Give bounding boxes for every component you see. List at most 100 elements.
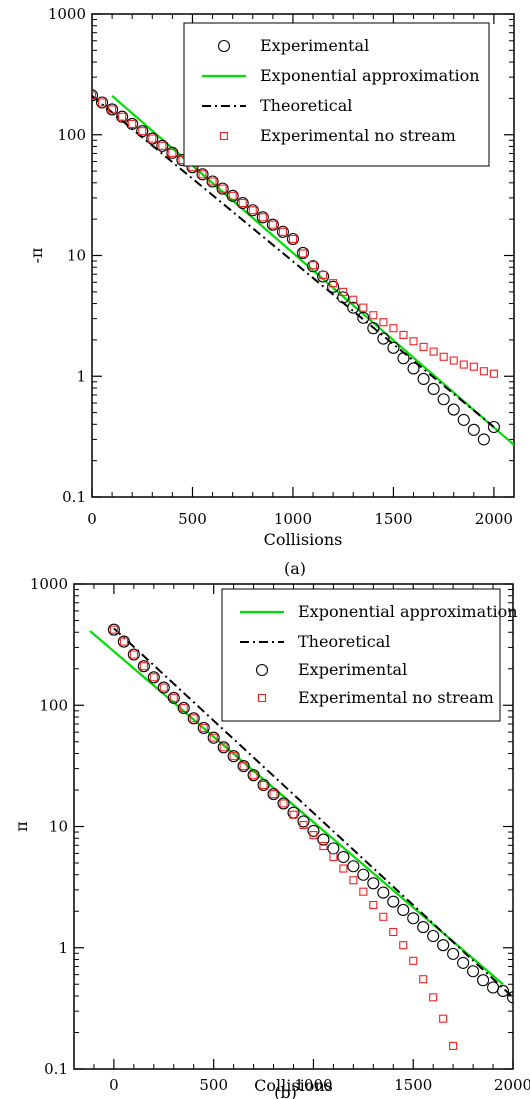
point-experimental <box>447 947 460 960</box>
point-experimental <box>207 731 220 744</box>
x-axis-label: Collisions <box>254 1076 333 1095</box>
point-experimental <box>227 750 240 763</box>
x-tick-label: 0 <box>87 510 97 528</box>
point-experimental-no-stream <box>109 625 118 634</box>
point-experimental-no-stream <box>489 369 498 378</box>
point-experimental-no-stream <box>168 148 177 157</box>
legend-swatch-circle <box>255 663 269 677</box>
figure-caption: (a) <box>284 559 306 578</box>
point-experimental-no-stream <box>148 134 157 143</box>
x-tick-label: 1500 <box>394 1076 432 1094</box>
point-experimental-no-stream <box>329 279 338 288</box>
point-experimental-no-stream <box>359 887 368 896</box>
point-experimental-no-stream <box>229 752 238 761</box>
point-experimental-no-stream <box>389 324 398 333</box>
point-experimental <box>146 132 159 145</box>
point-experimental <box>187 712 200 725</box>
point-experimental-no-stream <box>439 1014 448 1023</box>
point-experimental-no-stream <box>209 733 218 742</box>
point-experimental-no-stream <box>159 683 168 692</box>
y-tick-label: 1 <box>76 367 86 385</box>
point-experimental <box>296 246 310 259</box>
point-experimental <box>347 301 360 314</box>
point-experimental <box>467 423 480 436</box>
point-experimental <box>286 232 300 246</box>
y-tick-label: 100 <box>39 696 68 714</box>
point-experimental-no-stream <box>329 852 338 862</box>
point-experimental <box>327 842 340 855</box>
x-axis-label: Collisions <box>264 530 343 549</box>
point-experimental <box>387 341 400 354</box>
point-experimental <box>216 182 229 195</box>
point-experimental-no-stream <box>369 311 378 320</box>
point-experimental <box>417 921 430 934</box>
point-experimental-no-stream <box>359 303 368 312</box>
point-experimental-no-stream <box>129 650 138 659</box>
y-tick-label: 1000 <box>48 5 86 23</box>
point-experimental <box>217 741 230 754</box>
point-experimental-no-stream <box>158 141 167 150</box>
y-axis-label: π <box>12 821 31 832</box>
point-experimental <box>247 769 260 782</box>
point-experimental <box>477 433 490 446</box>
point-experimental <box>157 681 170 694</box>
plot-area <box>92 89 514 446</box>
point-experimental-no-stream <box>449 356 458 365</box>
point-experimental <box>136 125 149 138</box>
point-experimental <box>407 912 420 925</box>
point-experimental-no-stream <box>169 693 178 702</box>
point-experimental-no-stream <box>299 820 308 829</box>
point-experimental-no-stream <box>248 206 257 215</box>
point-experimental-no-stream <box>288 234 298 244</box>
y-tick-label: 10 <box>49 818 68 836</box>
point-experimental-no-stream <box>118 112 127 121</box>
plot-area <box>89 623 513 1050</box>
series-line-exponential-approximation <box>111 95 514 446</box>
point-experimental-no-stream <box>289 810 298 819</box>
point-experimental <box>506 991 513 1004</box>
point-experimental <box>457 956 470 969</box>
legend-swatch-square <box>219 131 229 141</box>
point-experimental-no-stream <box>429 347 438 356</box>
point-experimental <box>317 833 330 846</box>
point-experimental-no-stream <box>238 198 247 208</box>
point-experimental <box>367 877 380 890</box>
point-experimental <box>147 671 160 684</box>
point-experimental <box>337 850 350 864</box>
legend-swatch-square <box>257 693 267 703</box>
point-experimental-no-stream <box>459 360 468 369</box>
point-experimental <box>367 322 380 335</box>
point-experimental <box>126 117 139 130</box>
point-experimental-no-stream <box>449 1041 458 1050</box>
point-experimental <box>417 372 430 385</box>
series-line-theoretical <box>92 95 495 428</box>
point-experimental-no-stream <box>269 790 278 799</box>
point-experimental-no-stream <box>279 799 288 808</box>
point-experimental <box>306 260 320 273</box>
point-experimental-no-stream <box>179 703 188 713</box>
point-experimental-no-stream <box>469 362 478 371</box>
x-tick-label: 0 <box>109 1076 119 1094</box>
point-experimental-no-stream <box>349 876 358 885</box>
point-experimental-no-stream <box>199 723 208 732</box>
point-experimental <box>437 939 450 952</box>
point-experimental <box>397 903 410 916</box>
point-experimental <box>467 965 480 978</box>
y-tick-label: 1000 <box>30 575 68 593</box>
point-experimental-no-stream <box>369 900 378 910</box>
point-experimental <box>106 103 119 116</box>
point-experimental <box>496 984 510 998</box>
y-tick-label: 100 <box>57 126 86 144</box>
point-experimental <box>95 96 109 109</box>
x-tick-label: 2000 <box>475 510 513 528</box>
point-experimental <box>437 393 450 406</box>
legend-entry-label: Exponential approximation <box>260 66 480 85</box>
x-tick-label: 2000 <box>494 1076 530 1094</box>
point-experimental <box>347 860 360 873</box>
point-experimental <box>116 110 129 123</box>
point-experimental <box>246 204 259 217</box>
legend: Experimental Exponential approximation The… <box>183 22 490 167</box>
point-experimental-no-stream <box>308 261 318 270</box>
point-experimental <box>257 778 270 792</box>
